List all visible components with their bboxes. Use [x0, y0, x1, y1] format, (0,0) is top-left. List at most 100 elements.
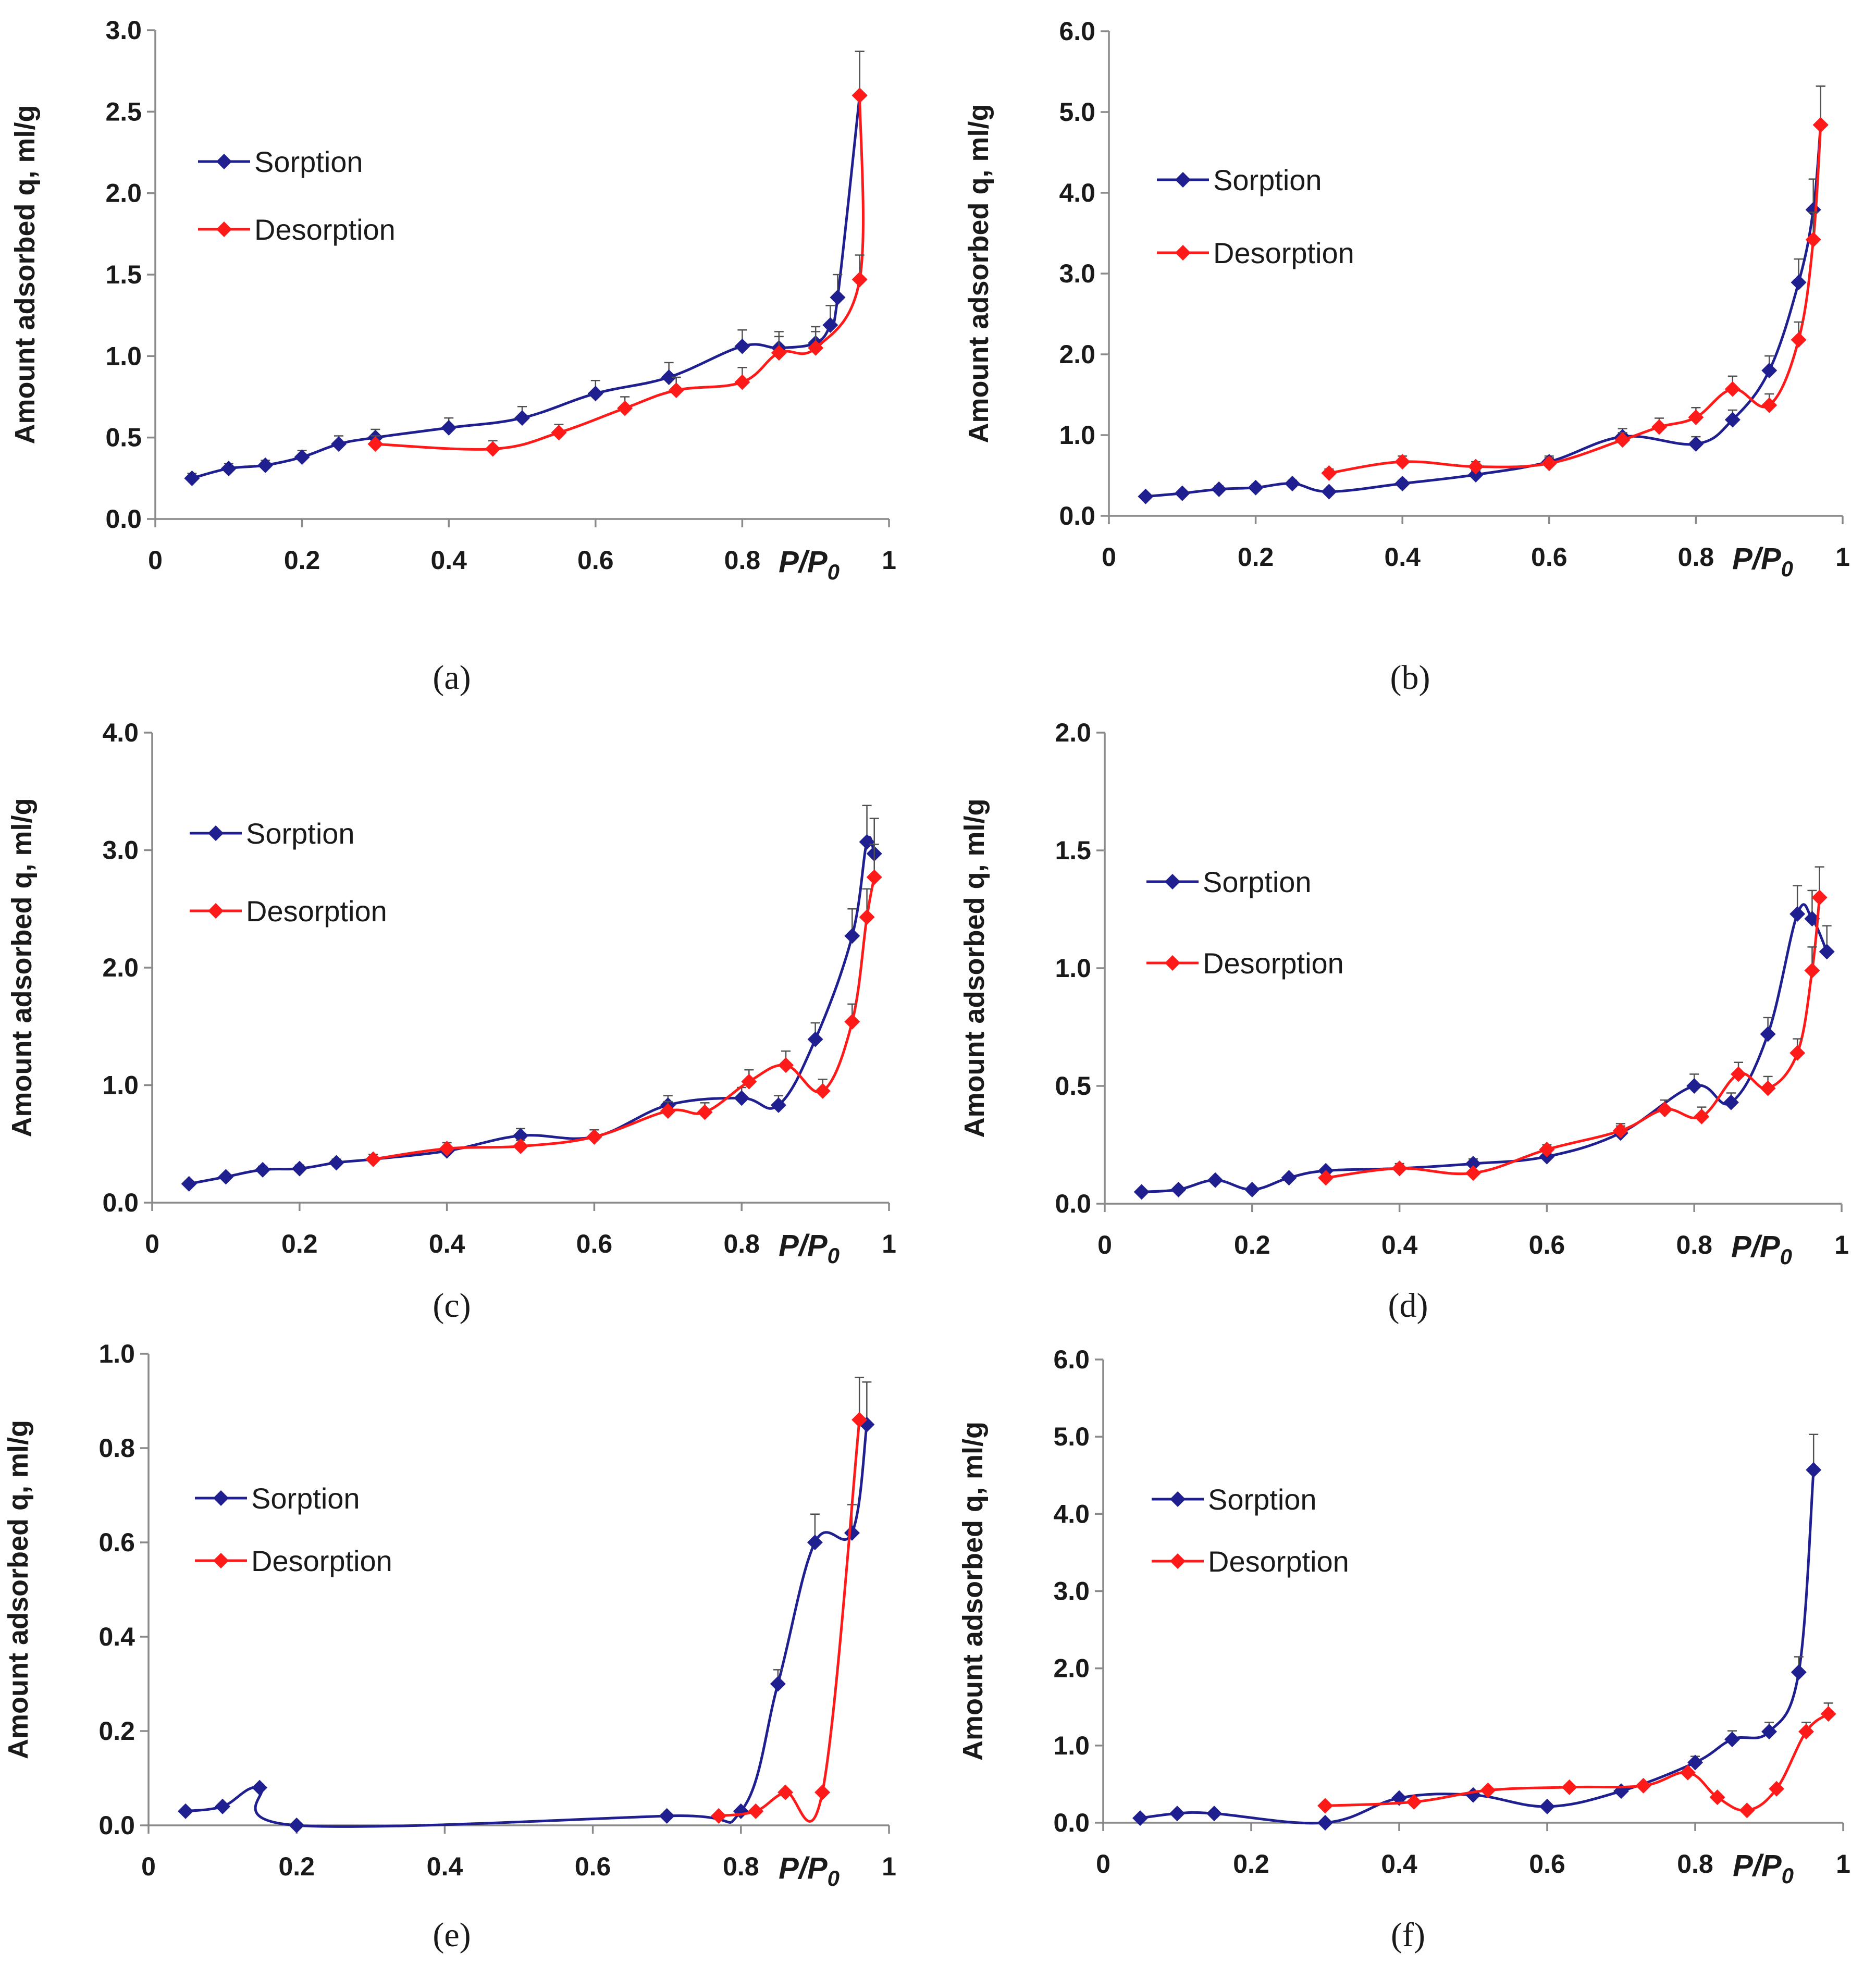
desorption-point [748, 1803, 764, 1819]
desorption-point [808, 340, 824, 356]
desorption-point [1798, 1724, 1814, 1740]
desorption-point [1709, 1789, 1725, 1806]
sorption-point [1138, 488, 1154, 504]
y-tick-label: 1.0 [1055, 954, 1091, 983]
sorption-point [441, 419, 457, 436]
legend-marker [1165, 874, 1180, 889]
desorption-point [586, 1129, 602, 1145]
legend-label: Sorption [254, 145, 363, 178]
legend-marker [1175, 245, 1191, 261]
y-tick-label: 2.5 [105, 97, 142, 126]
y-tick-label: 0.5 [105, 423, 142, 452]
sorption-point [807, 1535, 823, 1550]
desorption-point [668, 382, 684, 398]
chart-panel-d: 0.0 0.5 1.0 1.5 2.0 0 0.2 0.4 0.6 0.8 1 P/P0 Amount … [959, 718, 1849, 1325]
x-tick-label: 0.6 [1531, 542, 1568, 572]
x-axis-label: P/P0 [779, 1229, 840, 1268]
legend-marker [1170, 1491, 1186, 1507]
desorption-point [1680, 1764, 1696, 1781]
sorption-point [1211, 481, 1227, 497]
sorption-point [1539, 1798, 1555, 1814]
desorption-point [1811, 889, 1828, 906]
legend-label: Sorption [1203, 866, 1312, 898]
desorption-line [1324, 896, 1821, 1179]
desorption-point [1541, 455, 1557, 472]
y-axis-label: Amount adsorbed q, ml/g [6, 798, 38, 1137]
desorption-point [1688, 409, 1704, 425]
desorption-point [660, 1103, 676, 1119]
sorption-point [844, 928, 860, 944]
sorption-point [1321, 484, 1337, 500]
y-tick-label: 3.0 [105, 16, 142, 45]
x-tick-label: 0.6 [575, 1852, 611, 1881]
y-axis-label: Amount adsorbed q, ml/g [3, 1420, 34, 1759]
y-tick-label: 0.6 [98, 1528, 135, 1557]
legend-label: Sorption [1213, 164, 1322, 196]
legend-marker [208, 903, 224, 919]
sorption-point [1761, 1724, 1777, 1740]
panel-label: (e) [433, 1916, 471, 1954]
desorption-point [617, 400, 633, 416]
sorption-point [181, 1176, 197, 1192]
y-tick-label: 0.8 [98, 1433, 135, 1463]
sorption-point [1394, 476, 1411, 491]
y-tick-label: 1.0 [105, 341, 142, 370]
legend-entry-sorption: Sorption [1146, 866, 1312, 898]
y-tick-label: 4.0 [1059, 178, 1095, 207]
desorption-point [1468, 459, 1484, 475]
y-tick-label: 1.0 [98, 1339, 135, 1368]
y-tick-label: 0.2 [98, 1716, 135, 1746]
desorption-point [1724, 381, 1741, 397]
desorption-point [771, 345, 787, 361]
desorption-point [1391, 1160, 1408, 1177]
sorption-series [178, 1381, 875, 1833]
desorption-point [439, 1141, 455, 1157]
x-tick-label: 0.8 [1677, 1849, 1713, 1879]
chart-panel-c: 0.0 1.0 2.0 3.0 4.0 0 0.2 0.4 0.6 0.8 1 P/P0 Amount … [6, 718, 896, 1325]
desorption-point [866, 869, 882, 885]
desorption-point [1805, 231, 1821, 248]
y-tick-label: 0.0 [105, 504, 142, 534]
y-tick-label: 5.0 [1053, 1422, 1090, 1451]
sorption-point [770, 1676, 786, 1692]
legend-label: Desorption [246, 895, 387, 928]
sorption-point [252, 1779, 268, 1796]
x-tick-label: 0.8 [723, 1229, 760, 1258]
panel-label: (c) [433, 1287, 471, 1325]
sorption-point [770, 1097, 786, 1113]
y-axis-label: Amount adsorbed q, ml/g [963, 104, 994, 443]
sorption-point [661, 369, 677, 385]
desorption-point [1760, 1080, 1776, 1096]
sorption-point [1207, 1172, 1224, 1188]
sorption-point [1285, 476, 1300, 491]
desorption-point [851, 271, 868, 288]
sorption-point [1687, 1754, 1703, 1771]
desorption-point [1465, 1165, 1481, 1181]
sorption-point [859, 834, 875, 850]
x-tick-label: 0.8 [1678, 542, 1714, 572]
desorption-series [367, 51, 868, 457]
y-tick-label: 1.5 [1055, 836, 1091, 865]
sorption-point [587, 386, 603, 402]
x-axis-label: P/P0 [1733, 1849, 1794, 1888]
desorption-line [1327, 123, 1822, 475]
x-tick-label: 0.6 [1529, 1849, 1565, 1879]
desorption-point [1406, 1794, 1422, 1810]
sorption-point [178, 1803, 194, 1819]
sorption-point [822, 317, 838, 333]
sorption-series [1133, 885, 1835, 1200]
desorption-line [717, 1418, 861, 1823]
desorption-point [734, 374, 750, 390]
desorption-series [1318, 866, 1828, 1186]
sorption-point [1761, 363, 1778, 378]
desorption-point [1804, 962, 1820, 979]
sorption-point [328, 1155, 344, 1171]
desorption-point [1561, 1779, 1577, 1795]
x-tick-label: 1 [882, 1229, 896, 1258]
sorption-point [1724, 412, 1741, 428]
legend-marker [1175, 172, 1191, 188]
sorption-point [1169, 1806, 1185, 1822]
panel-label: (a) [433, 659, 471, 697]
legend-marker [1165, 955, 1180, 971]
sorption-point [734, 1090, 750, 1106]
